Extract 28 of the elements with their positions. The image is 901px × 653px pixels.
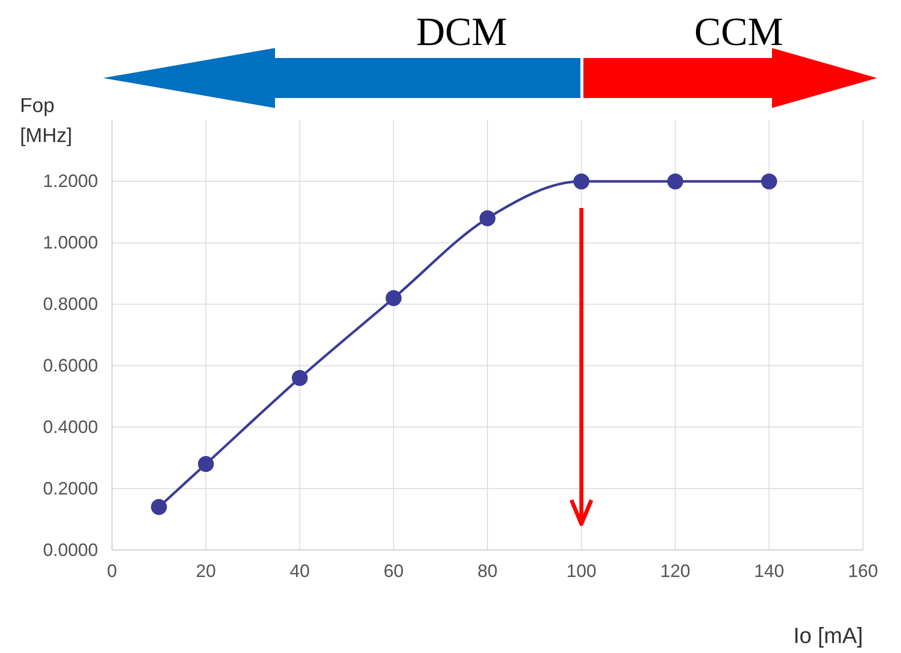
y-tick-label: 0.2000 bbox=[42, 478, 98, 498]
x-tick-label: 140 bbox=[754, 560, 784, 581]
x-tick-label: 40 bbox=[290, 560, 310, 581]
y-axis-title: Fop [MHz] bbox=[20, 95, 72, 147]
y-tick-label: 0.0000 bbox=[42, 540, 98, 560]
y-tick-label: 0.4000 bbox=[42, 416, 98, 437]
text: CCM bbox=[694, 9, 784, 54]
x-tick-label: 0 bbox=[106, 560, 118, 581]
y-tick-label: 1.2000 bbox=[42, 171, 98, 192]
point bbox=[667, 173, 684, 190]
x-tick-label: 120 bbox=[660, 560, 690, 581]
point bbox=[573, 173, 590, 190]
point bbox=[150, 499, 167, 515]
point bbox=[761, 173, 778, 190]
point bbox=[292, 370, 308, 386]
point bbox=[480, 210, 496, 226]
y-tick-label: 1.0000 bbox=[42, 232, 98, 253]
x-tick-label: 80 bbox=[477, 560, 498, 581]
y-tick-label: 0.8000 bbox=[42, 294, 98, 314]
text: DCM bbox=[416, 9, 508, 54]
x-tick-label: 60 bbox=[384, 560, 404, 581]
x-tick-label: 100 bbox=[566, 560, 596, 581]
point bbox=[198, 456, 214, 472]
y-tick-label: 0.6000 bbox=[42, 355, 98, 376]
x-tick-label: 160 bbox=[848, 560, 878, 581]
point bbox=[386, 290, 402, 306]
x-axis-title: Io [mA] bbox=[793, 623, 863, 648]
x-tick-label: 20 bbox=[196, 560, 216, 581]
